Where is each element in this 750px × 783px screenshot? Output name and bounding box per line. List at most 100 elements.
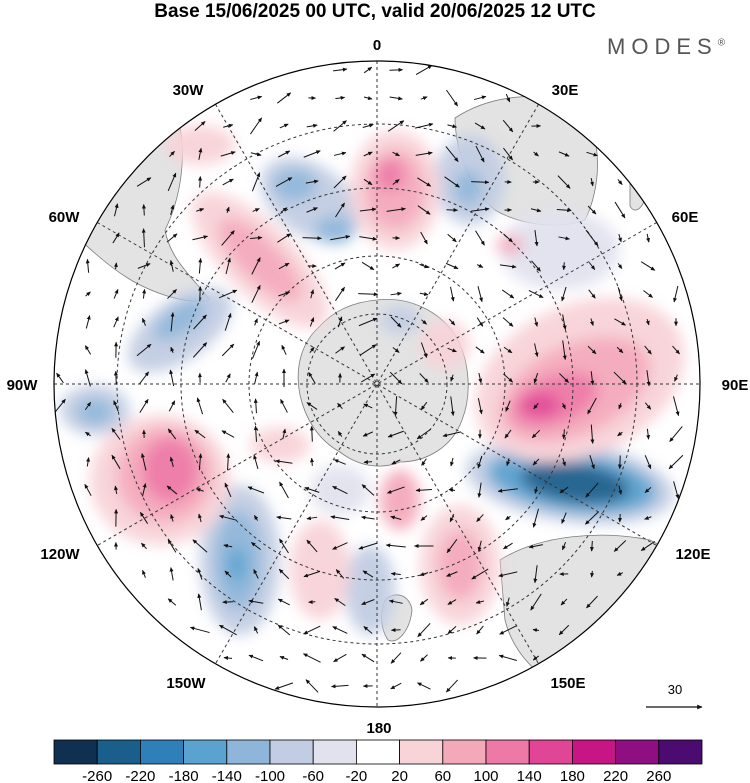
modes-logo: MODES® bbox=[607, 34, 725, 60]
wind-arrow bbox=[419, 373, 429, 383]
wind-arrow bbox=[447, 599, 457, 605]
wind-arrow bbox=[392, 347, 400, 353]
wind-arrow bbox=[335, 95, 346, 100]
wind-arrow bbox=[560, 598, 568, 606]
wind-arrow bbox=[282, 428, 287, 440]
wind-arrow bbox=[614, 201, 626, 219]
wind-arrow bbox=[193, 314, 207, 330]
wind-arrow bbox=[169, 456, 174, 468]
wind-arrow bbox=[449, 513, 455, 523]
wind-arrow bbox=[85, 258, 90, 273]
wind-arrow bbox=[499, 625, 517, 635]
wind-arrow bbox=[476, 625, 484, 635]
wind-arrow bbox=[613, 371, 627, 385]
wind-arrow bbox=[390, 652, 402, 664]
wind-arrow bbox=[198, 147, 203, 160]
wind-arrow bbox=[332, 626, 348, 634]
wind-arrow bbox=[390, 316, 402, 328]
wind-arrow bbox=[197, 567, 203, 580]
wind-arrow bbox=[278, 568, 290, 580]
wind-arrow bbox=[331, 684, 349, 689]
wind-arrow bbox=[361, 599, 375, 605]
wind-arrow bbox=[170, 346, 175, 353]
wind-arrow bbox=[360, 515, 375, 520]
wind-arrow bbox=[303, 150, 321, 158]
wind-arrow bbox=[585, 511, 599, 525]
wind-arrow bbox=[534, 229, 539, 247]
wind-arrow bbox=[225, 257, 231, 275]
wind-arrow bbox=[646, 428, 651, 440]
wind-arrow bbox=[170, 312, 175, 332]
lon-label-150e: 150E bbox=[550, 675, 585, 692]
wind-arrow bbox=[587, 205, 597, 215]
wind-arrow bbox=[274, 682, 294, 690]
wind-arrow bbox=[589, 540, 594, 552]
wind-arrow bbox=[643, 290, 653, 298]
wind-arrow bbox=[534, 317, 539, 327]
wind-arrow bbox=[169, 259, 174, 272]
wind-arrow bbox=[392, 151, 400, 157]
wind-arrow bbox=[279, 123, 289, 129]
wind-arrow bbox=[588, 289, 596, 299]
wind-arrow bbox=[277, 624, 291, 636]
wind-arrow bbox=[533, 565, 538, 584]
map-disk bbox=[54, 61, 700, 707]
wind-arrow bbox=[219, 514, 237, 521]
wind-arrow bbox=[333, 653, 347, 663]
wind-arrow bbox=[111, 454, 121, 470]
wind-arrow bbox=[361, 484, 375, 496]
wind-arrow bbox=[644, 515, 652, 520]
wind-arrow bbox=[141, 204, 146, 216]
wind-arrow bbox=[113, 262, 118, 270]
wind-arrow bbox=[281, 344, 287, 355]
wind-arrow bbox=[673, 481, 680, 500]
wind-arrow bbox=[333, 67, 348, 72]
wind-arrow bbox=[503, 373, 513, 383]
wind-arrow bbox=[113, 400, 119, 412]
wind-arrow bbox=[558, 236, 570, 241]
wind-arrow bbox=[505, 93, 511, 103]
wind-arrow bbox=[561, 286, 567, 302]
wind-arrow bbox=[194, 121, 206, 131]
wind-arrow bbox=[141, 317, 147, 326]
wind-arrow bbox=[56, 372, 64, 384]
wind-arrow bbox=[505, 400, 511, 412]
wind-arrow bbox=[562, 262, 567, 271]
wind-arrow bbox=[618, 233, 622, 243]
wind-arrow bbox=[504, 429, 512, 439]
wind-arrow bbox=[532, 508, 539, 528]
wind-arrow bbox=[278, 319, 290, 325]
wind-arrow bbox=[142, 288, 147, 299]
wind-arrow bbox=[277, 598, 290, 606]
wind-arrow bbox=[112, 232, 120, 244]
wind-arrow bbox=[503, 147, 513, 161]
wind-arrow bbox=[111, 427, 121, 440]
wind-arrow bbox=[556, 208, 572, 213]
wind-arrow bbox=[362, 570, 374, 578]
wind-arrow bbox=[450, 396, 455, 417]
wind-arrow bbox=[389, 96, 403, 101]
wind-arrow bbox=[194, 429, 206, 439]
wind-arrow bbox=[196, 208, 205, 212]
wind-arrow bbox=[476, 263, 484, 268]
wind-arrow bbox=[141, 228, 146, 248]
wind-arrow bbox=[505, 597, 510, 607]
wind-arrow bbox=[250, 152, 262, 157]
wind-arrow bbox=[421, 319, 427, 325]
wind-arrow bbox=[417, 177, 432, 187]
wind-arrow bbox=[590, 177, 594, 187]
wind-arrow bbox=[416, 428, 432, 440]
wind-arrow bbox=[618, 485, 623, 495]
wind-arrow bbox=[113, 288, 119, 299]
wind-arrow bbox=[305, 679, 319, 693]
lon-label-120w: 120W bbox=[40, 546, 80, 563]
wind-arrow bbox=[306, 539, 318, 553]
wind-arrow bbox=[169, 151, 175, 157]
wind-arrow bbox=[386, 486, 405, 494]
wind-arrow bbox=[252, 208, 260, 212]
wind-arrow bbox=[645, 318, 650, 326]
wind-arrow bbox=[558, 624, 570, 636]
wind-arrow bbox=[640, 261, 656, 271]
wind-arrow bbox=[562, 314, 567, 330]
wind-arrow bbox=[388, 599, 403, 604]
